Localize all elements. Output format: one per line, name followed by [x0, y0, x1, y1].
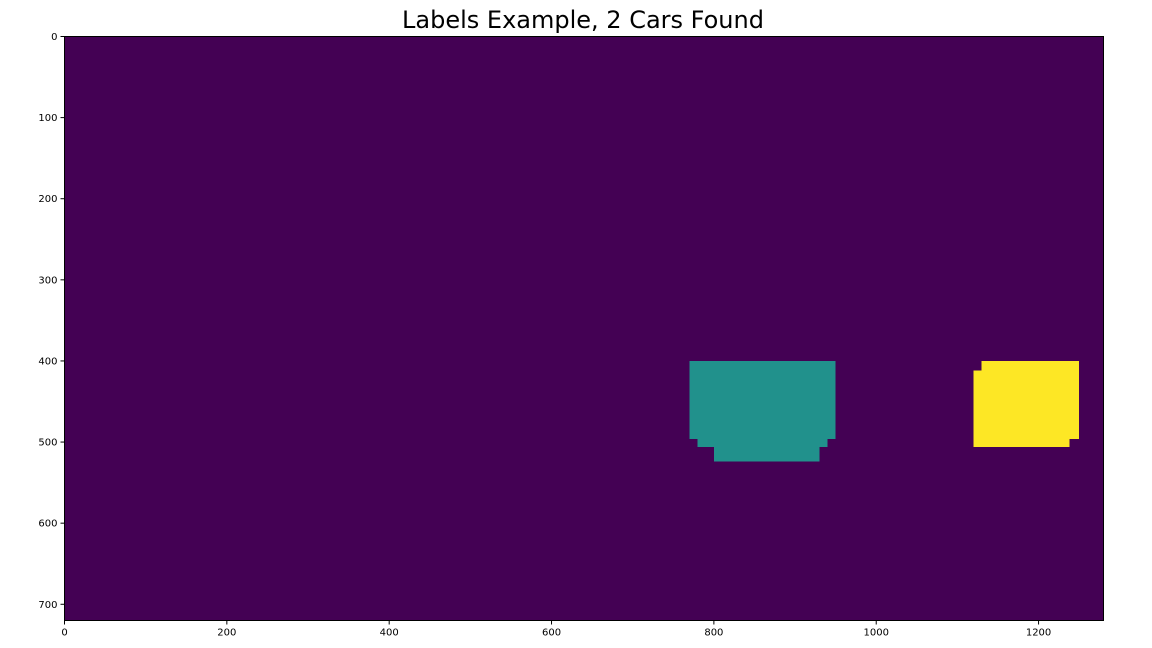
x-tick-label: 1200 [1026, 628, 1051, 639]
y-tick-label: 0 [51, 32, 57, 43]
label-region-1 [689, 360, 836, 462]
y-tick-label: 300 [38, 275, 57, 286]
y-tick-label: 200 [38, 194, 57, 205]
axes-frame [64, 36, 1104, 621]
label-region-2 [973, 360, 1080, 447]
x-tick-label: 600 [542, 628, 561, 639]
x-tick-label: 200 [217, 628, 236, 639]
y-tick-label: 600 [38, 519, 57, 530]
y-tick-label: 100 [38, 113, 57, 124]
x-tick-label: 0 [61, 628, 67, 639]
chart-title: Labels Example, 2 Cars Found [402, 6, 764, 34]
y-tick-label: 400 [38, 356, 57, 367]
x-tick-label: 400 [380, 628, 399, 639]
y-tick-label: 700 [38, 600, 57, 611]
x-tick-label: 1000 [863, 628, 888, 639]
x-tick-label: 800 [704, 628, 723, 639]
label-background [64, 36, 1104, 621]
y-tick-label: 500 [38, 438, 57, 449]
